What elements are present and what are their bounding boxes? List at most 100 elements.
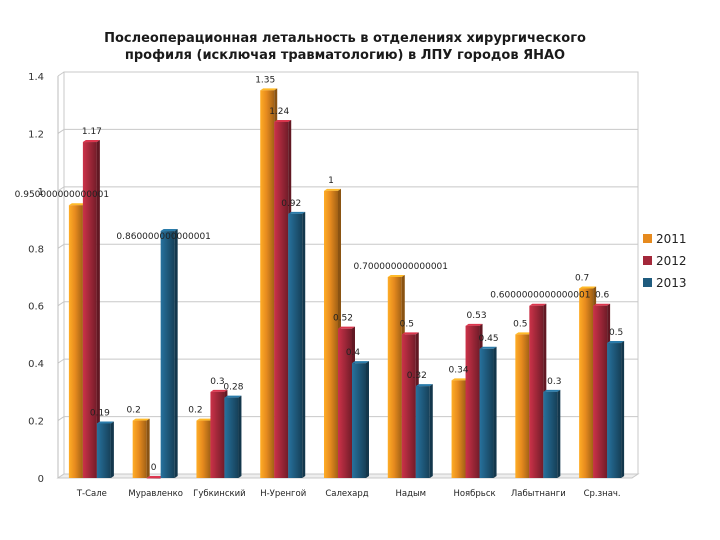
data-label: 1.24 [269, 107, 289, 117]
data-label: 0.950000000000001 [15, 190, 109, 200]
bar [96, 423, 111, 478]
x-category-label: Муравленко [128, 489, 183, 499]
x-category-label: Надым [395, 489, 426, 499]
data-label: 0.6 [595, 291, 610, 301]
data-label: 1.17 [82, 127, 102, 137]
data-label: 0.28 [223, 383, 243, 393]
y-tick-label: 0.6 [28, 302, 44, 313]
bar [479, 348, 494, 478]
x-category-label: Лабытнанги [511, 489, 566, 499]
gridline-depth [57, 186, 65, 192]
legend-label: 2011 [656, 232, 687, 246]
y-tick-label: 1.4 [28, 72, 44, 83]
bar-side [238, 395, 242, 478]
bar-side [110, 421, 114, 478]
x-category-label: Салехард [325, 489, 368, 499]
bar [68, 205, 83, 478]
gridline-depth [57, 243, 65, 249]
bar [352, 363, 366, 478]
y-tick-label: 0.4 [28, 359, 44, 370]
bar-top [160, 229, 178, 232]
gridline-depth [57, 71, 65, 77]
bar-top [387, 275, 405, 277]
bar-top [196, 418, 214, 421]
bar [132, 420, 147, 478]
legend-label: 2013 [656, 276, 687, 290]
bar [288, 213, 303, 479]
legend-swatch [643, 234, 652, 243]
gridline-depth [57, 129, 65, 134]
legend-swatch [643, 256, 652, 265]
bar [210, 391, 225, 478]
legend-label: 2012 [656, 254, 687, 268]
bar [260, 90, 275, 478]
bar-side [621, 341, 625, 478]
bar [324, 190, 338, 478]
bar-top [593, 303, 611, 306]
gridline-depth [57, 358, 65, 364]
data-label: 0.32 [407, 371, 427, 381]
data-label: 0 [151, 463, 157, 473]
bar [415, 386, 430, 478]
bar-top [401, 332, 419, 335]
bar-top [68, 203, 86, 206]
chart-title-line: Послеоперационная летальность в отделени… [104, 31, 586, 46]
bar-top [579, 286, 597, 289]
bar-top [338, 326, 355, 329]
bar [465, 325, 480, 478]
bar [274, 121, 289, 478]
x-category-label: Губкинский [193, 489, 246, 499]
data-label: 0.7 [575, 273, 589, 283]
bar-top [132, 418, 150, 421]
bar-side [96, 140, 100, 479]
bar [196, 420, 211, 478]
legend: 2011 2012 2013 [643, 232, 687, 290]
bar [515, 334, 530, 478]
bar-top [451, 378, 469, 381]
bar-top [288, 211, 306, 214]
data-label: 1.35 [255, 75, 275, 85]
bar [579, 288, 594, 478]
bar-side [174, 229, 178, 478]
data-label: 1 [328, 176, 334, 186]
bar-top [529, 303, 547, 306]
bar-top [96, 421, 114, 424]
bar [593, 305, 608, 478]
data-label: 0.5 [609, 328, 623, 338]
bar-top [515, 332, 533, 335]
bars [68, 88, 625, 479]
data-label: 0.45 [479, 334, 499, 344]
bar-side [146, 418, 150, 478]
bar [387, 277, 402, 478]
gridline-depth [57, 301, 65, 307]
x-category-label: Ср.знач. [584, 489, 621, 499]
data-label: 0.19 [90, 408, 110, 418]
bar-top [324, 188, 341, 191]
bar [543, 391, 558, 478]
bar-top [465, 323, 483, 326]
bar-side [493, 346, 497, 478]
legend-swatch [643, 278, 652, 287]
chart-title-line: профиля (исключая травматологию) в ЛПУ г… [125, 48, 565, 63]
bar-top [543, 389, 561, 392]
bar-top [82, 140, 100, 143]
data-label: 0.92 [281, 199, 301, 209]
bar [607, 343, 622, 478]
x-category-label: Н-Уренгой [260, 489, 306, 499]
bar-side [302, 211, 306, 479]
x-category-label: Т-Сале [76, 489, 107, 499]
bar [338, 328, 352, 478]
y-tick-label: 0 [38, 474, 44, 485]
bar-top [352, 361, 369, 364]
bar-top [274, 119, 292, 122]
data-label: 0.4 [346, 348, 361, 358]
bar-side [429, 384, 433, 478]
bar-side [366, 361, 369, 478]
data-label: 0.53 [467, 311, 487, 321]
bar-top [210, 389, 228, 392]
data-label: 0.3 [547, 377, 561, 387]
chart-title: Послеоперационная летальность в отделени… [104, 31, 586, 63]
bar [224, 397, 239, 478]
data-label: 0.700000000000001 [354, 262, 448, 272]
